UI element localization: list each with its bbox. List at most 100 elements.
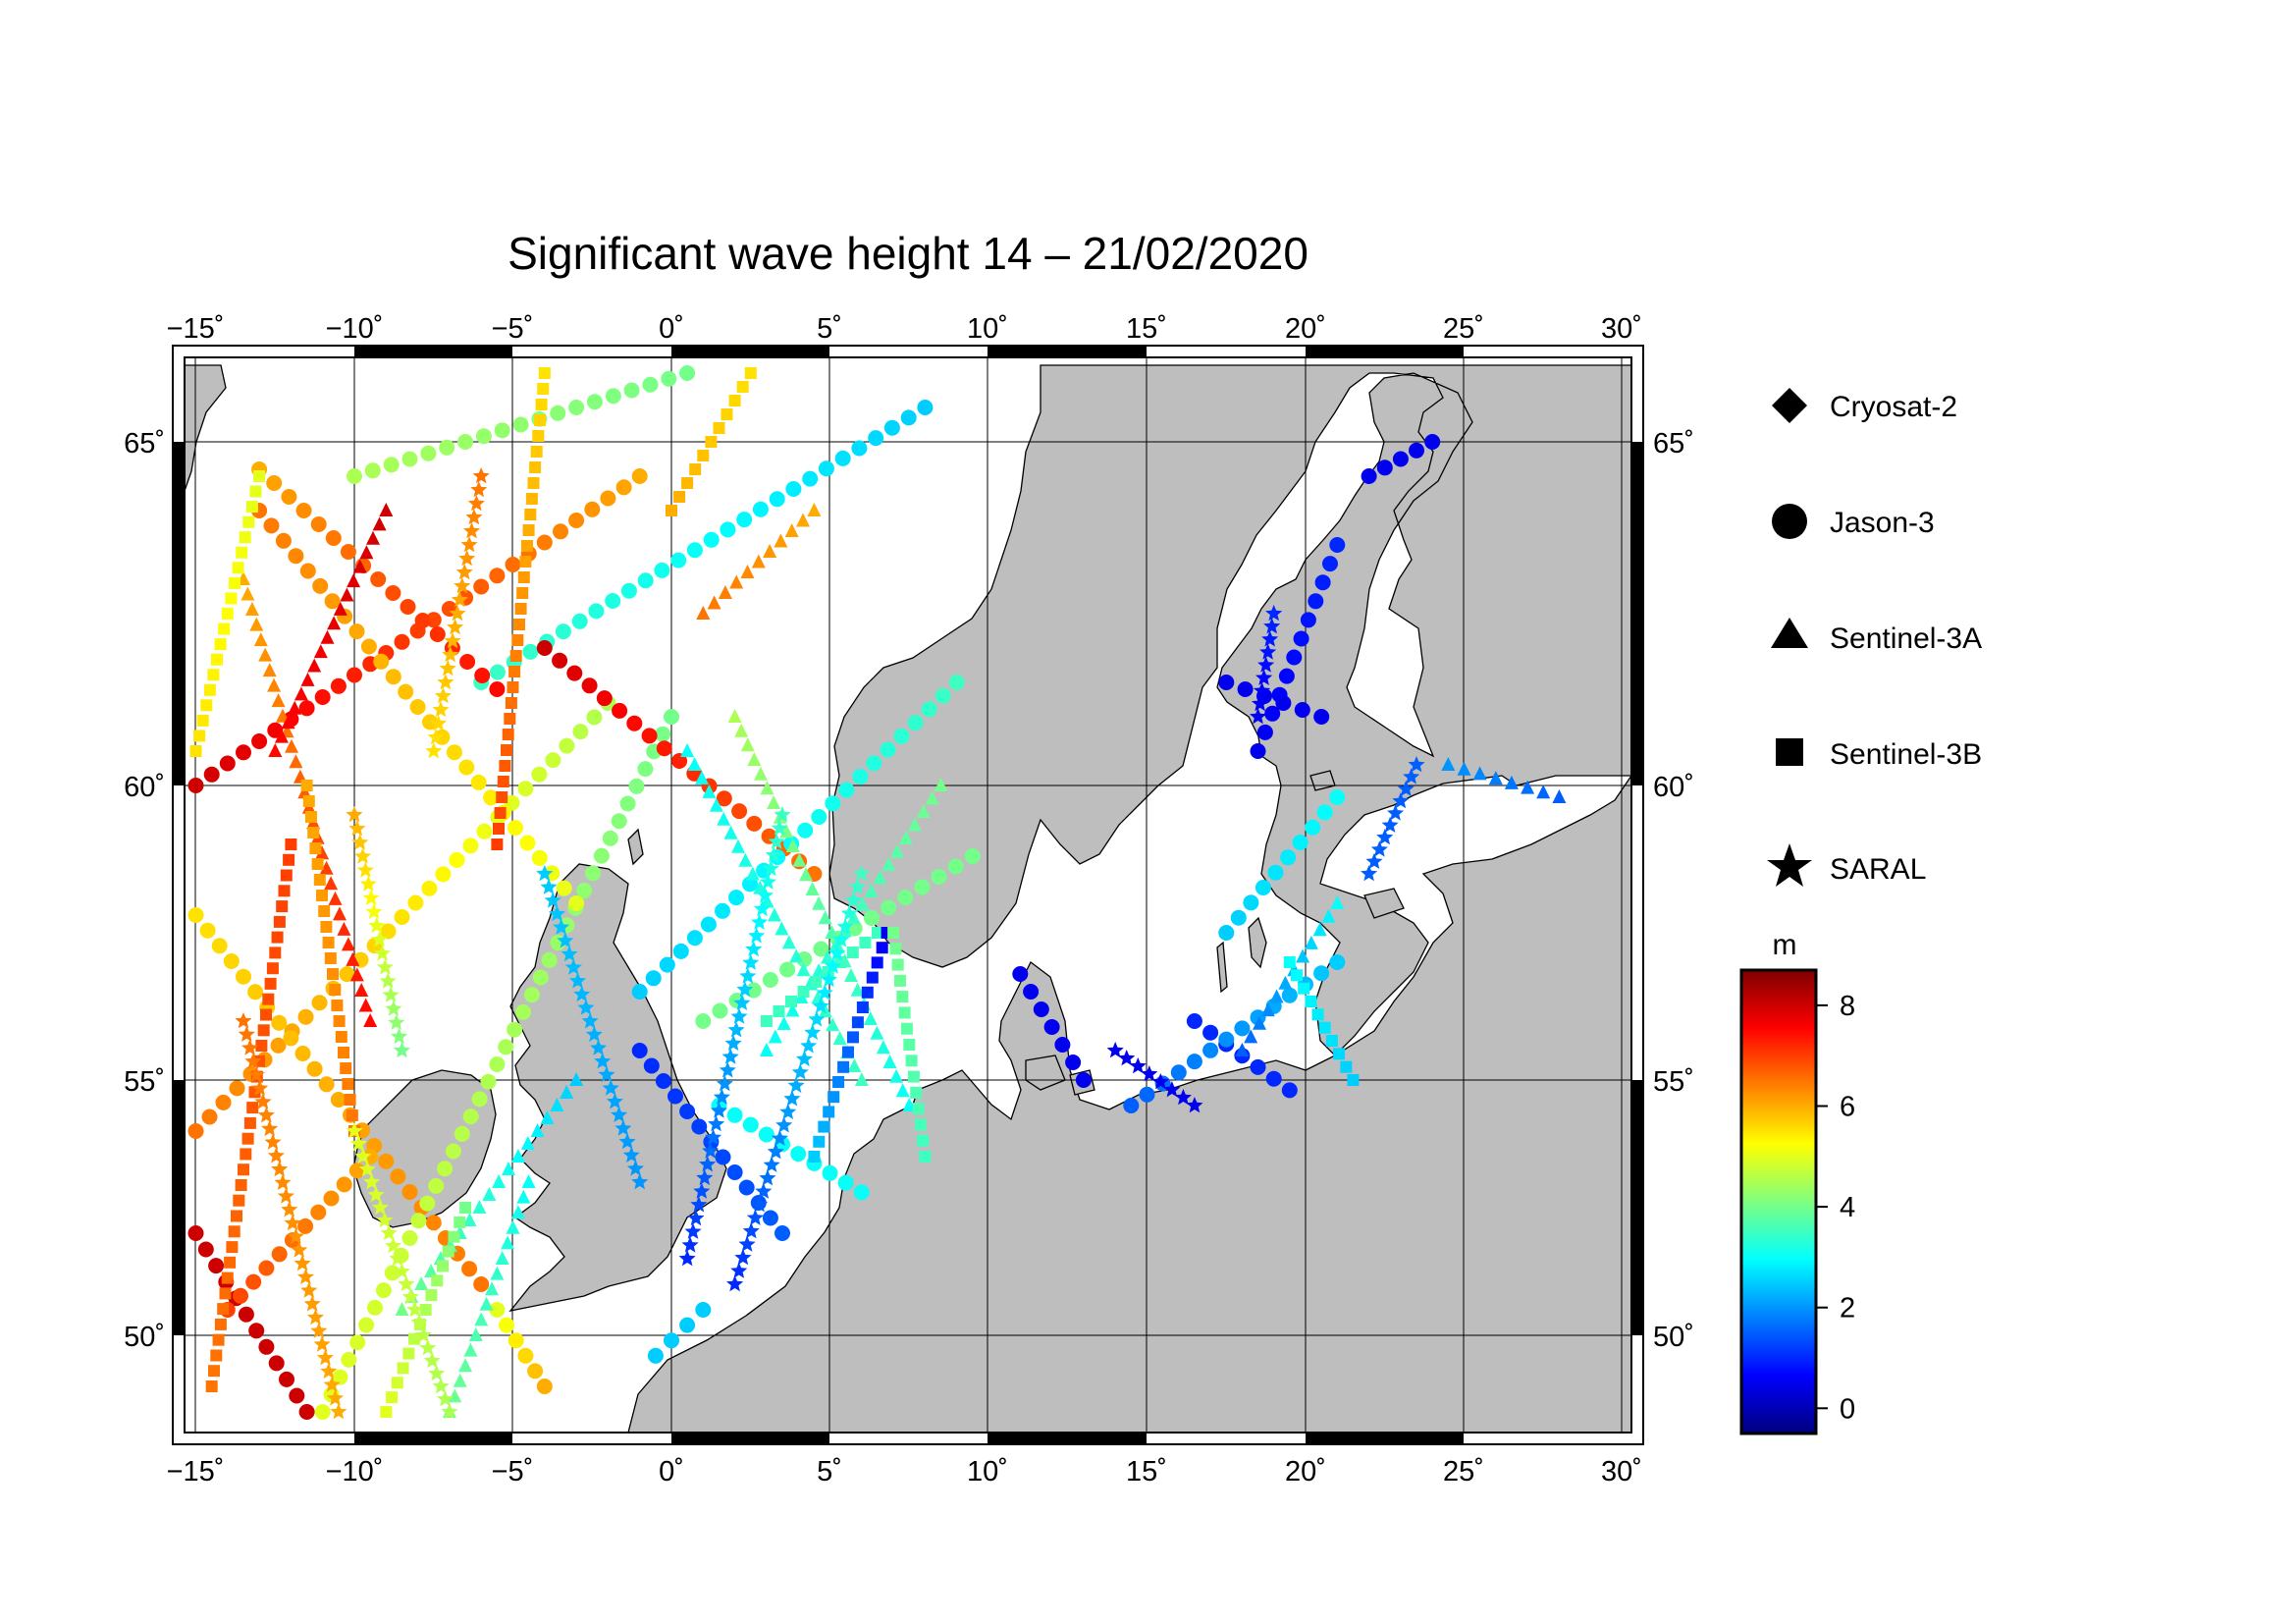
swh-triangle-marker: [847, 1058, 862, 1072]
swh-circle-marker: [745, 982, 762, 999]
swh-triangle-marker: [379, 503, 394, 516]
swh-triangle-marker: [354, 983, 369, 997]
swh-triangle-marker: [738, 852, 753, 867]
swh-square-marker: [346, 1109, 358, 1121]
swh-square-marker: [917, 1134, 930, 1147]
swh-triangle-marker: [463, 1342, 478, 1357]
swh-square-marker: [532, 430, 545, 442]
swh-star-marker: [393, 1042, 410, 1058]
altimeter-tracks: [187, 365, 1567, 1420]
lon-label-bottom: 15˚: [1126, 1456, 1167, 1488]
swh-star-marker: [447, 619, 464, 635]
swh-triangle-marker: [281, 715, 295, 730]
land-scandinavia-finland-russia: [828, 364, 1631, 1056]
longitude-labels-top: −15˚ −10˚ −5˚ 0˚ 5˚ 10˚ 15˚ 20˚ 25˚ 30˚: [167, 313, 1642, 345]
swh-star-marker: [581, 1012, 599, 1029]
swh-triangle-marker: [333, 906, 347, 921]
swh-circle-marker: [375, 1282, 392, 1299]
swh-circle-marker: [407, 894, 424, 911]
swh-triangle-marker: [781, 935, 796, 949]
swh-circle-marker: [664, 1332, 679, 1349]
swh-square-marker: [249, 485, 262, 498]
swh-circle-marker: [410, 1213, 427, 1229]
swh-circle-marker: [512, 416, 529, 433]
swh-circle-marker: [643, 1057, 660, 1074]
swh-square-marker: [508, 666, 521, 677]
swh-square-marker: [847, 1031, 859, 1044]
swh-circle-marker: [852, 768, 869, 784]
swh-circle-marker: [1275, 695, 1292, 711]
swh-circle-marker: [1256, 724, 1273, 740]
swh-circle-marker: [215, 1094, 232, 1110]
swh-square-marker: [311, 858, 324, 870]
swh-circle-marker: [187, 778, 204, 793]
swh-square-marker: [891, 958, 904, 971]
swh-star-marker: [1252, 694, 1269, 712]
swh-circle-marker: [446, 744, 462, 761]
swh-triangle-marker: [474, 1312, 489, 1326]
swh-circle-marker: [454, 1125, 470, 1142]
swh-star-marker: [820, 970, 837, 988]
swh-square-marker: [491, 839, 504, 850]
swh-circle-marker: [523, 987, 540, 1003]
swh-circle-marker: [233, 1287, 248, 1304]
swh-square-marker: [278, 885, 291, 897]
swh-star-marker: [1381, 816, 1399, 833]
track-sentinel-3a: [442, 1174, 536, 1418]
swh-circle-marker: [401, 451, 418, 467]
swh-circle-marker: [422, 714, 438, 730]
land-oland: [1216, 941, 1228, 994]
swh-star-marker: [406, 1301, 424, 1318]
swh-square-marker: [205, 1380, 218, 1392]
swh-circle-marker: [1043, 1019, 1060, 1035]
swh-star-marker: [779, 1103, 797, 1119]
swh-square-marker: [335, 1031, 347, 1043]
swh-circle-marker: [271, 1014, 288, 1031]
swh-circle-marker: [429, 626, 446, 642]
swh-triangle-marker: [424, 1264, 439, 1277]
swh-star-marker: [401, 1288, 419, 1305]
swh-circle-marker: [716, 790, 732, 807]
swh-circle-marker: [568, 513, 585, 528]
swh-triangle-marker: [358, 998, 373, 1012]
swh-square-marker: [221, 608, 234, 620]
swh-square-marker: [229, 576, 240, 589]
swh-circle-marker: [383, 457, 400, 473]
lon-label-top: 10˚: [967, 313, 1008, 345]
swh-star-marker: [730, 1262, 748, 1278]
swh-triangle-marker: [288, 700, 302, 715]
swh-circle-marker: [679, 1317, 696, 1333]
swh-circle-marker: [726, 1164, 743, 1180]
lon-label-top: 5˚: [817, 313, 842, 345]
swh-triangle-marker: [807, 503, 822, 516]
swh-triangle-marker: [1330, 895, 1345, 909]
swh-circle-marker: [268, 1355, 285, 1372]
swh-square-marker: [264, 977, 277, 990]
swh-circle-marker: [1065, 1055, 1082, 1070]
swh-square-marker: [721, 408, 733, 420]
swh-star-marker: [736, 981, 754, 998]
swh-circle-marker: [445, 1143, 461, 1160]
swh-star-marker: [540, 878, 558, 894]
swh-star-marker: [410, 1314, 428, 1330]
swh-circle-marker: [1294, 702, 1310, 718]
swh-star-marker: [467, 495, 485, 512]
swh-square-marker: [391, 1377, 403, 1389]
swh-square-marker: [914, 1118, 927, 1131]
swh-square-marker: [196, 714, 209, 727]
swh-star-marker: [382, 986, 400, 1002]
swh-square-marker: [673, 491, 686, 503]
swh-square-marker: [912, 1103, 925, 1115]
swh-square-marker: [524, 509, 537, 520]
swh-square-marker: [203, 683, 216, 696]
swh-circle-marker: [796, 951, 813, 967]
swh-triangle-marker: [717, 811, 731, 826]
swh-star-marker: [379, 972, 397, 989]
swh-star-marker: [414, 1326, 432, 1343]
swh-triangle-marker: [881, 857, 896, 871]
swh-triangle-marker: [333, 601, 347, 616]
colorbar-gradient: [1739, 968, 1818, 1435]
swh-circle-marker: [868, 430, 884, 447]
swh-circle-marker: [566, 665, 583, 681]
swh-circle-marker: [556, 880, 572, 896]
